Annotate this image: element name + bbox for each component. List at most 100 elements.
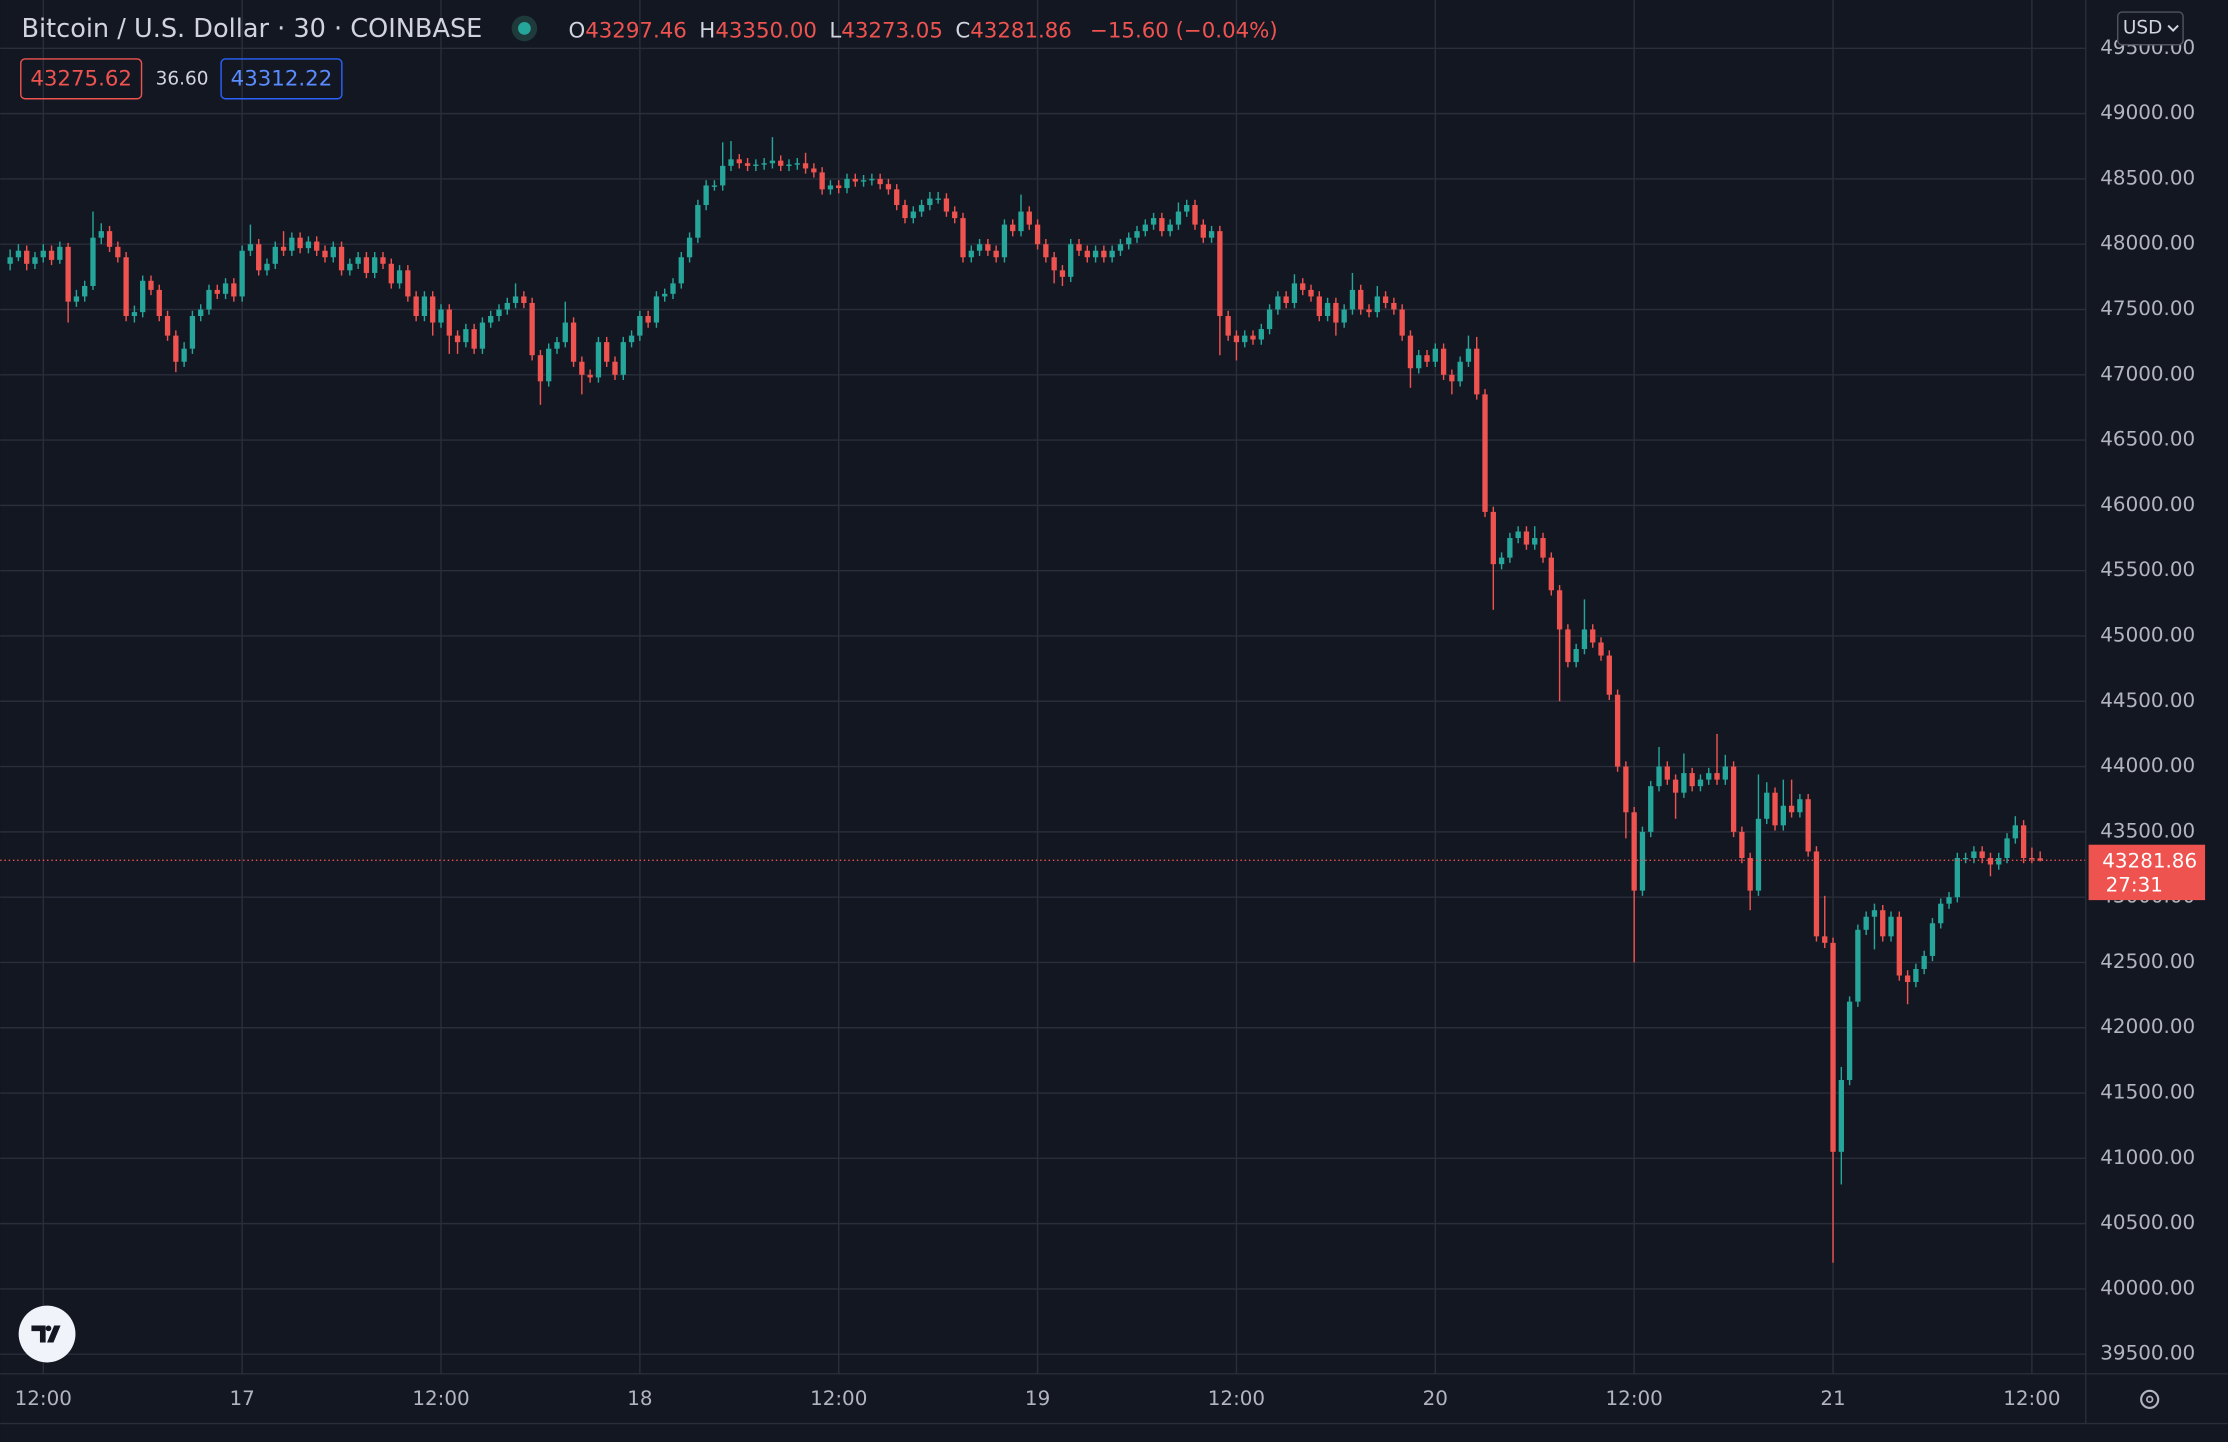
candle-body	[1134, 231, 1140, 238]
candle-body	[943, 198, 950, 212]
candle-body	[314, 241, 320, 251]
ask-box[interactable]	[220, 58, 343, 100]
y-tick-label: 44000.00	[2100, 754, 2195, 777]
candle-body	[214, 289, 220, 294]
candle-body	[106, 231, 113, 247]
symbol-title[interactable]: Bitcoin / U.S. Dollar · 30 · COINBASE	[21, 14, 482, 44]
candle-body	[65, 246, 71, 302]
candle-body	[1689, 773, 1695, 787]
ask-price[interactable]: 43312.22	[231, 67, 333, 92]
candle-body	[869, 178, 875, 181]
candle-body	[1888, 916, 1894, 937]
candle-body	[1316, 296, 1322, 317]
candle-body	[264, 263, 270, 271]
candle-body	[595, 342, 602, 378]
candle-body	[1474, 348, 1480, 395]
candle-body	[2004, 838, 2010, 858]
candle-body	[1780, 805, 1786, 826]
candle-body	[1084, 250, 1090, 258]
logo-dot	[45, 1325, 52, 1332]
x-tick-label: 19	[1025, 1387, 1050, 1410]
candle-body	[1465, 348, 1472, 362]
candle-body	[1805, 799, 1811, 852]
candle-body	[1797, 799, 1803, 813]
x-tick-label: 17	[229, 1387, 254, 1410]
candle-body	[1813, 851, 1820, 937]
candle-body	[769, 160, 776, 164]
candle-body	[504, 302, 510, 310]
candle-body	[1755, 818, 1762, 891]
x-tick-label: 12:00	[412, 1387, 469, 1410]
candle-body	[347, 263, 353, 271]
candle-body	[396, 270, 403, 284]
candle-body	[678, 257, 684, 284]
x-tick-label: 12:00	[1208, 1387, 1265, 1410]
candle-body	[1001, 224, 1008, 258]
candle-body	[570, 322, 577, 362]
candle-body	[1300, 283, 1306, 290]
candle-body	[1432, 348, 1438, 362]
candle-body	[1275, 296, 1281, 310]
candle-body	[222, 283, 229, 294]
candle-body	[877, 178, 883, 185]
candle-body	[604, 342, 610, 362]
candle-body	[935, 198, 941, 200]
logo[interactable]	[18, 1305, 76, 1363]
candle-body	[1664, 766, 1670, 780]
settings-gear[interactable]	[2140, 1389, 2160, 1409]
candle-body	[1349, 289, 1356, 310]
candle-body	[1904, 975, 1911, 983]
candle-body	[736, 159, 742, 164]
candle-body	[189, 316, 196, 349]
y-tick-label: 46000.00	[2100, 493, 2195, 516]
candle-body	[1739, 831, 1745, 858]
candle-body	[1938, 903, 1944, 924]
candle-body	[32, 257, 38, 264]
ohlc-value: 43297.46	[585, 18, 687, 43]
candle-body	[1117, 244, 1124, 251]
ohlc-legend: O43297.46 H43350.00 L43273.05 C43281.86 …	[568, 18, 1277, 43]
candle-body	[438, 309, 444, 323]
y-tick-label: 42500.00	[2100, 950, 2195, 973]
candle-body	[645, 316, 651, 323]
ohlc-letter: H	[699, 18, 715, 43]
candle-body	[1846, 1001, 1853, 1080]
y-tick-label: 44500.00	[2100, 689, 2195, 712]
candle-body	[620, 342, 626, 375]
spread: 36.60	[156, 69, 209, 90]
candle-body	[380, 257, 386, 264]
bid-box[interactable]	[20, 58, 143, 100]
candle-body	[1822, 936, 1828, 943]
candle-body	[280, 246, 287, 251]
candle-body	[1109, 250, 1115, 258]
candle-body	[1482, 394, 1488, 512]
candle-body	[1962, 857, 1969, 860]
candle-body	[1788, 805, 1795, 813]
candle-body	[1954, 857, 1960, 898]
candle-body	[1623, 766, 1629, 813]
candle-body	[198, 309, 204, 317]
candle-body	[1515, 531, 1521, 539]
candle-body	[1407, 335, 1414, 369]
candle-body	[1192, 205, 1198, 225]
currency-button[interactable]	[2117, 11, 2184, 46]
candle-body	[521, 296, 527, 303]
candle-body	[372, 257, 378, 273]
y-tick-label: 40500.00	[2100, 1211, 2195, 1234]
candle-body	[1838, 1079, 1844, 1152]
candle-body	[761, 163, 767, 165]
ohlc-value: 43281.86	[970, 18, 1072, 43]
candle-body	[297, 237, 303, 249]
bid-price[interactable]: 43275.62	[30, 67, 132, 92]
currency-label[interactable]: USD	[2123, 17, 2162, 38]
candle-body	[1979, 851, 1985, 858]
ohlc-change: −15.60 (−0.04%)	[1090, 18, 1278, 43]
candle-body	[247, 244, 254, 251]
candle-body	[1175, 211, 1182, 225]
candle-body	[1184, 205, 1190, 212]
candle-body	[778, 160, 784, 166]
candle-body	[1987, 857, 1994, 865]
y-tick-label: 39500.00	[2100, 1342, 2195, 1365]
